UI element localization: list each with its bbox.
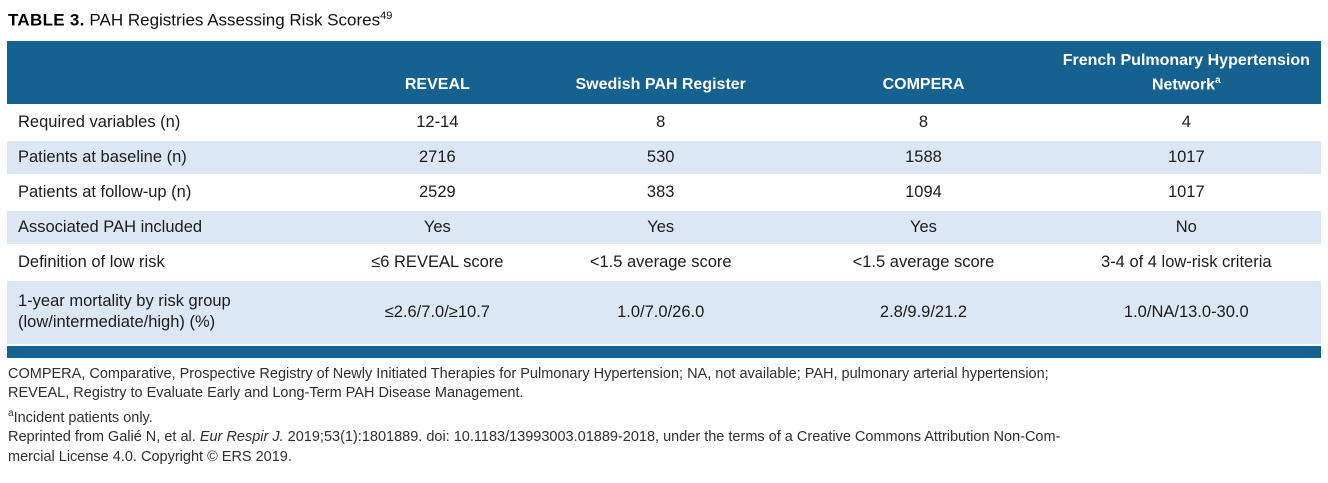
table-row: 1-year mortality by risk group (low/inte… [7,279,1321,344]
footnote-line: COMPERA, Comparative, Prospective Regist… [8,365,1321,385]
header-row: REVEAL Swedish PAH Register COMPERA French … [7,40,1321,105]
table-cell: Yes [423,217,451,236]
row-label: Required variables (n) [18,112,181,131]
column-header: COMPERA [795,40,1052,105]
footnote-segment: Reprinted from Galié N, et al. [8,429,200,446]
footnote-line: aIncident patients only. [8,404,1321,428]
table-cell: <1.5 average score [589,252,732,271]
table-cell: 2.8/9.9/21.2 [879,302,968,321]
footnote-segment: Eur Respir J. [199,429,284,446]
table-cell: <1.5 average score [852,252,995,271]
table-cell: 1017 [1167,182,1205,201]
footnote-segment: a [8,407,14,419]
table-row: Associated PAH included Yes Yes Yes No [7,209,1321,245]
table-cell: No [1175,217,1197,236]
row-label: Associated PAH included [18,217,203,236]
footnote-segment: REVEAL, Registry to Evaluate Early and L… [8,385,524,402]
table-body: Required variables (n) 12-14 8 8 4 Patients a… [7,104,1321,344]
table-cell: 2716 [418,147,456,166]
header-cell-empty [7,40,349,105]
table-cell: Yes [910,217,937,236]
table-cell: 4 [1181,112,1191,131]
column-header: REVEAL [348,40,527,105]
table-title-text: PAH Registries Assessing Risk Scores [84,10,381,30]
table-footnotes: COMPERA, Comparative, Prospective Regist… [8,365,1321,467]
footnote-segment: mercial License 4.0. Copyright © ERS 201… [8,448,292,465]
title-reference-superscript: 49 [380,10,393,22]
footnote-line: Reprinted from Galié N, et al. Eur Respi… [8,428,1321,448]
table-row: Required variables (n) 12-14 8 8 4 [7,104,1321,140]
row-label: Definition of low risk [18,252,165,271]
table-cell: 1.0/7.0/26.0 [617,302,705,321]
table-cell: 1094 [905,182,942,201]
table-title: TABLE 3. PAH Registries Assessing Risk S… [8,6,1321,31]
table-bottom-bar [7,345,1321,358]
pah-registries-table: REVEAL Swedish PAH Register COMPERA French … [7,40,1321,344]
table-cell: 2529 [418,182,456,201]
table-cell: 3-4 of 4 low-risk criteria [1101,252,1272,271]
column-header: French Pulmonary Hypertension Networka [1051,40,1321,105]
table-cell: ≤6 REVEAL score [371,252,504,271]
table-row: Definition of low risk ≤6 REVEAL score <1.… [7,244,1321,280]
footnote-segment: Incident patients only. [13,409,153,426]
table-cell: 1.0/NA/13.0-30.0 [1123,302,1249,321]
table-cell: 530 [646,147,675,166]
column-header: Swedish PAH Register [526,40,796,105]
table-cell: 1588 [905,147,942,166]
table-cell: ≤2.6/7.0/≥10.7 [384,302,490,321]
table-cell: 8 [656,112,666,131]
footnote-line: REVEAL, Registry to Evaluate Early and L… [8,384,1321,404]
table-number-label: TABLE 3. [8,10,85,30]
table-row: Patients at baseline (n) 2716 530 1588 1017 [7,139,1321,175]
table-cell: 8 [918,112,929,131]
row-label: Patients at follow-up (n) [18,182,192,201]
footnote-segment: 2019;53(1):1801889. doi: 10.1183/1399300… [283,429,1061,446]
row-label: 1-year mortality by risk group (low/inte… [18,292,231,332]
footnote-segment: COMPERA, Comparative, Prospective Regist… [8,365,1049,382]
row-label: Patients at baseline (n) [18,147,187,166]
table-cell: 12-14 [416,112,459,131]
table-cell: 1017 [1167,147,1205,166]
table-row: Patients at follow-up (n) 2529 383 1094 1017 [7,174,1321,210]
table-cell: 383 [646,182,675,201]
footnote-line: mercial License 4.0. Copyright © ERS 201… [8,448,1321,468]
table-cell: Yes [647,217,675,236]
